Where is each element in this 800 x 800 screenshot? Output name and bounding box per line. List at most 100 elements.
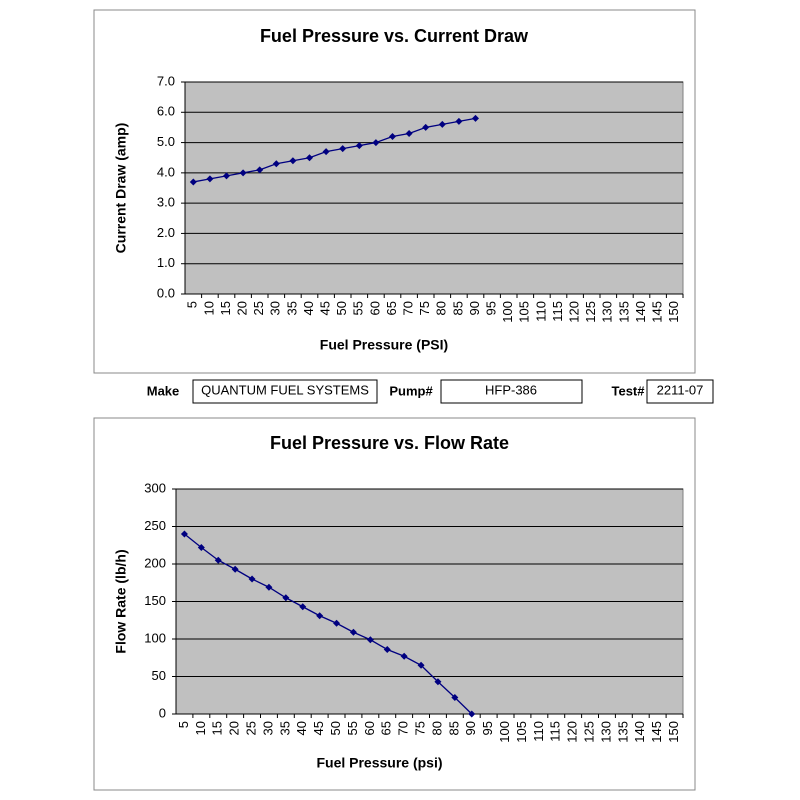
y-tick-label: 5.0 [157, 134, 175, 149]
data-point [434, 678, 442, 686]
x-tick-label: 100 [497, 721, 512, 743]
y-tick-label: 50 [152, 668, 166, 683]
data-point [282, 594, 290, 602]
test-value: 2211-07 [657, 382, 704, 397]
x-tick-label: 35 [277, 721, 292, 735]
y-tick-label: 7.0 [157, 73, 175, 88]
y-tick-label: 0 [159, 705, 166, 720]
x-tick-label: 135 [616, 301, 631, 323]
data-point [333, 619, 341, 627]
x-tick-label: 20 [227, 721, 242, 735]
chart-title: Fuel Pressure vs. Current Draw [260, 26, 529, 46]
x-tick-label: 50 [328, 721, 343, 735]
x-tick-label: 50 [334, 301, 349, 315]
data-point [389, 133, 396, 141]
x-tick-label: 15 [210, 721, 225, 735]
x-tick-label: 125 [583, 301, 598, 323]
x-tick-label: 45 [318, 301, 333, 315]
data-point [322, 148, 330, 156]
x-tick-label: 95 [484, 301, 499, 315]
x-tick-label: 80 [434, 301, 449, 315]
x-tick-label: 20 [235, 301, 250, 315]
x-tick-label: 150 [666, 301, 681, 323]
make-value: QUANTUM FUEL SYSTEMS [201, 382, 369, 397]
x-tick-label: 105 [514, 721, 529, 743]
x-tick-label: 115 [548, 721, 563, 742]
y-tick-label: 4.0 [157, 164, 175, 179]
data-point [438, 120, 446, 128]
x-tick-label: 145 [649, 721, 664, 743]
data-point [197, 544, 205, 551]
y-tick-label: 300 [144, 480, 166, 495]
x-tick-label: 140 [633, 301, 648, 323]
data-line [184, 533, 473, 715]
data-point [272, 160, 280, 168]
data-point [422, 123, 430, 131]
y-tick-label: 2.0 [157, 225, 175, 240]
x-tick-label: 110 [531, 721, 546, 742]
y-tick-label: 100 [144, 630, 166, 645]
x-tick-label: 115 [550, 301, 565, 322]
data-point [400, 652, 408, 660]
x-tick-label: 35 [284, 301, 299, 315]
data-point [366, 636, 374, 644]
x-tick-label: 130 [600, 301, 615, 323]
y-axis-title: Current Draw (amp) [113, 123, 129, 254]
x-tick-label: 80 [429, 721, 444, 735]
plot-area [184, 81, 684, 295]
data-point [206, 175, 214, 183]
x-tick-label: 65 [379, 721, 394, 735]
data-point [451, 694, 459, 701]
x-tick-label: 150 [666, 721, 681, 743]
x-tick-label: 30 [260, 721, 275, 735]
x-tick-label: 30 [268, 301, 283, 315]
y-axis-title: Flow Rate (lb/h) [113, 549, 129, 653]
make-label: Make [147, 383, 180, 398]
x-tick-label: 25 [251, 301, 266, 315]
x-tick-label: 100 [500, 301, 515, 323]
make-box [192, 379, 378, 404]
x-tick-label: 125 [581, 721, 596, 743]
y-tick-label: 6.0 [157, 104, 175, 119]
chart-title: Fuel Pressure vs. Flow Rate [270, 433, 509, 453]
x-tick-label: 5 [176, 721, 191, 728]
x-tick-label: 85 [450, 301, 465, 315]
data-point [289, 157, 297, 165]
x-tick-label: 75 [417, 301, 432, 315]
data-point [339, 145, 347, 153]
data-point [248, 575, 256, 583]
x-tick-label: 135 [615, 721, 630, 743]
data-point [189, 178, 197, 186]
x-tick-label: 25 [243, 721, 258, 735]
x-tick-label: 5 [185, 301, 200, 308]
x-tick-label: 90 [463, 721, 478, 735]
x-axis-title: Fuel Pressure (psi) [316, 755, 442, 771]
data-point [417, 661, 425, 669]
y-tick-label: 0.0 [157, 285, 175, 300]
x-tick-label: 55 [351, 301, 366, 315]
x-tick-label: 45 [311, 721, 326, 735]
x-tick-label: 120 [567, 301, 582, 323]
test-box [646, 379, 714, 404]
x-tick-label: 40 [301, 301, 316, 315]
data-point [316, 612, 324, 620]
data-point [256, 166, 264, 174]
x-tick-label: 110 [533, 301, 548, 322]
data-point [239, 169, 247, 177]
x-tick-label: 40 [294, 721, 309, 735]
y-tick-label: 250 [144, 518, 166, 533]
data-point [455, 117, 463, 125]
pump-label: Pump# [389, 383, 433, 398]
data-point [231, 565, 239, 573]
data-point [472, 114, 479, 122]
data-point [306, 154, 313, 162]
x-tick-label: 130 [598, 721, 613, 743]
x-tick-label: 140 [632, 721, 647, 743]
x-axis-title: Fuel Pressure (PSI) [320, 337, 448, 353]
x-tick-label: 70 [396, 721, 411, 735]
data-point [214, 556, 222, 564]
data-point [265, 583, 273, 591]
data-point [405, 129, 413, 137]
y-tick-label: 150 [144, 593, 166, 608]
x-tick-label: 85 [446, 721, 461, 735]
